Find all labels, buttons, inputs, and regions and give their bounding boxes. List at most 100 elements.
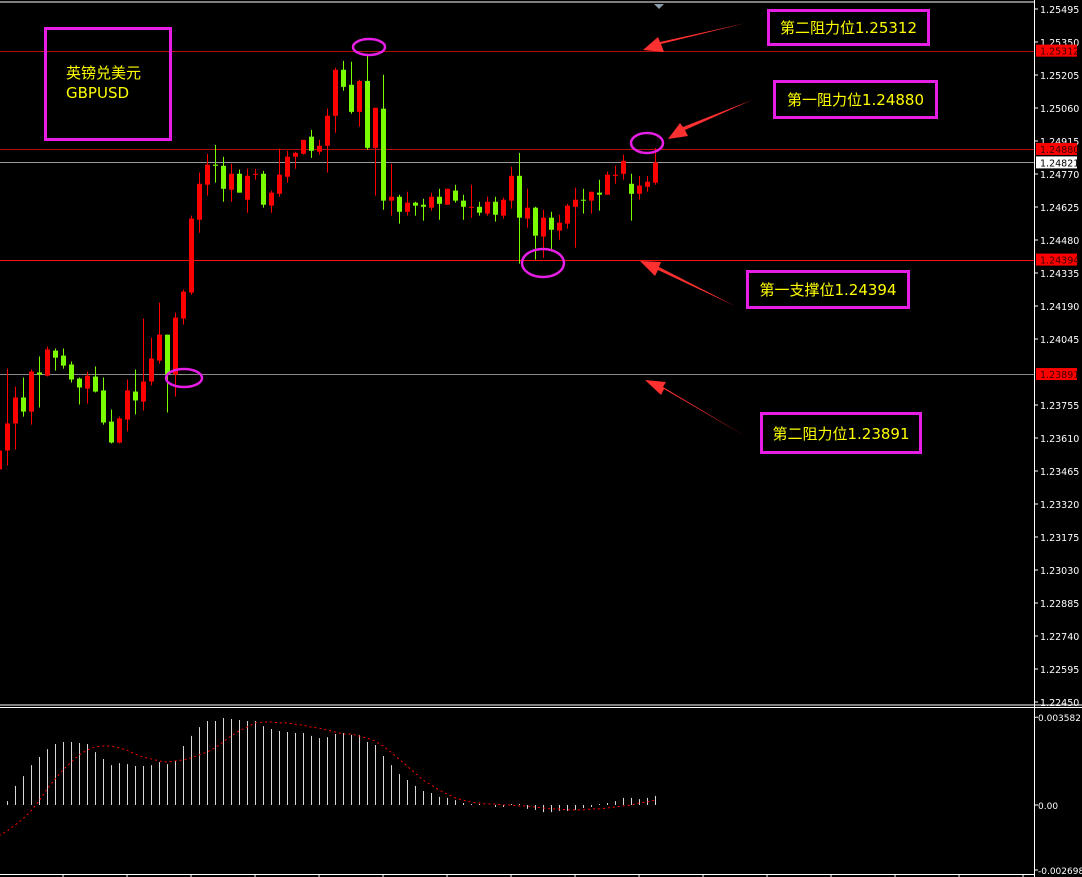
candle-body (453, 190, 458, 201)
candle (629, 173, 634, 221)
candle-body (573, 199, 578, 207)
candle (541, 209, 546, 258)
candle-body (53, 350, 58, 358)
candle (317, 139, 322, 155)
candle-body (21, 397, 26, 412)
candle-body (413, 202, 418, 206)
candle-body (461, 200, 466, 207)
candle (93, 366, 98, 393)
candle-body (197, 183, 202, 220)
candle (405, 191, 410, 216)
price-tag: 1.24880 (1040, 145, 1079, 156)
candle (309, 129, 314, 158)
candle (45, 346, 50, 377)
candle-body (533, 207, 538, 236)
price-tick-label: 1.23175 (1040, 533, 1079, 544)
price-tick-label: 1.23030 (1040, 566, 1079, 577)
price-tick-label: 1.24480 (1040, 236, 1079, 247)
price-tick-label: 1.25495 (1040, 5, 1079, 16)
candles (0, 54, 658, 470)
candle-body (541, 217, 546, 237)
candle (621, 154, 626, 180)
candle (581, 188, 586, 214)
candle-body (285, 156, 290, 177)
candle (429, 192, 434, 211)
candle-body (341, 69, 346, 87)
candle-body (37, 372, 42, 375)
candle-body (77, 378, 82, 388)
candle-body (373, 107, 378, 148)
candle-body (637, 185, 642, 194)
symbol-name: GBPUSD (66, 84, 130, 102)
candle-body (469, 206, 474, 208)
candle (597, 179, 602, 211)
price-tick-label: 1.24625 (1040, 203, 1079, 214)
candle (157, 302, 162, 364)
candle-body (325, 115, 330, 146)
candle (205, 153, 210, 196)
annotation-arrows (640, 23, 752, 436)
candle (133, 369, 138, 415)
price-tick-label: 1.23755 (1040, 401, 1079, 412)
candle-body (221, 165, 226, 189)
candle-body (189, 218, 194, 293)
candle-body (5, 423, 10, 451)
price-tick-label: 1.22595 (1040, 665, 1079, 676)
candle (77, 377, 82, 405)
candle-body (589, 191, 594, 201)
candle-body (13, 397, 18, 424)
candle-body (517, 175, 522, 218)
macd-signal-line (0, 721, 656, 836)
candle-body (397, 196, 402, 212)
candle (637, 175, 642, 200)
candle (493, 196, 498, 222)
candle (117, 416, 122, 444)
candle-body (125, 390, 130, 420)
annotation-resistance-1: 第一阻力位1.24880 (773, 80, 938, 119)
candle-body (173, 317, 178, 375)
candle-body (381, 108, 386, 201)
candle (461, 194, 466, 220)
candle-body (29, 371, 34, 412)
candle (437, 188, 442, 220)
price-axis-ticks: 1.25495 1.25350 1.25205 1.25060 1.24915 1.247… (62, 5, 1082, 877)
candle-body (309, 136, 314, 151)
candle (421, 198, 426, 221)
candle (357, 79, 362, 127)
price-tick-label: 1.24045 (1040, 335, 1079, 346)
candle (69, 361, 74, 383)
candle-body (485, 201, 490, 214)
candle-body (229, 173, 234, 190)
candle-body (133, 391, 138, 401)
candle (445, 188, 450, 205)
candle (29, 369, 34, 425)
price-tag: 1.23891 (1040, 370, 1079, 381)
candle-body (501, 199, 506, 216)
price-tag: 1.24394 (1040, 256, 1079, 267)
macd-axis-label: 0.003582 (1038, 714, 1081, 724)
candle-body (509, 175, 514, 201)
price-tag-bg (1036, 156, 1077, 169)
candle-body (109, 421, 114, 443)
chart-shift-marker-icon[interactable] (654, 4, 664, 9)
candle (373, 107, 378, 196)
candle-body (0, 450, 2, 470)
candle (589, 191, 594, 214)
candle (653, 147, 658, 185)
candle (109, 409, 114, 444)
candle (229, 163, 234, 202)
candle (245, 168, 250, 213)
candle-body (61, 355, 66, 366)
candle-body (645, 181, 650, 187)
candle (277, 148, 282, 197)
candle-body (253, 173, 258, 175)
price-tag-bg (1036, 368, 1077, 381)
price-tag: 1.24821 (1040, 158, 1079, 169)
candle-body (333, 69, 338, 116)
annotation-level-1-23891: 第二阻力位1.23891 (760, 412, 922, 454)
candle-body (237, 173, 242, 193)
price-tick-label: 1.23465 (1040, 467, 1079, 478)
candle (453, 184, 458, 203)
